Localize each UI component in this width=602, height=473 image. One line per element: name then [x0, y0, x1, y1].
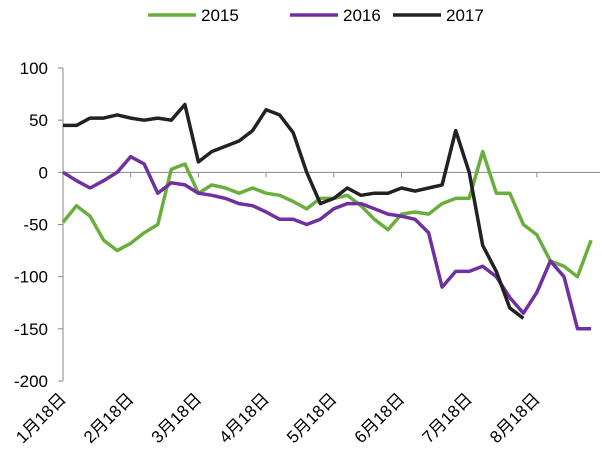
x-tick-label: 3月18日 — [148, 389, 206, 447]
legend-label: 2016 — [343, 6, 381, 25]
x-tick-label: 6月18日 — [351, 389, 409, 447]
x-tick-label: 1月18日 — [12, 389, 70, 447]
series-line — [61, 149, 593, 279]
y-tick-label: -100 — [14, 268, 48, 287]
legend-label: 2017 — [446, 6, 484, 25]
y-tick-label: -50 — [23, 216, 48, 235]
y-tick-label: 0 — [39, 163, 48, 182]
x-tick-label: 5月18日 — [283, 389, 341, 447]
x-tick-label: 2月18日 — [80, 389, 138, 447]
x-tick-label: 8月18日 — [486, 389, 544, 447]
y-tick-label: 100 — [20, 59, 48, 78]
series-line — [63, 102, 525, 320]
legend-label: 2015 — [201, 6, 239, 25]
x-tick-label: 4月18日 — [215, 389, 273, 447]
y-tick-label: -150 — [14, 320, 48, 339]
x-tick-label: 7月18日 — [418, 389, 476, 447]
series-line — [62, 154, 592, 331]
y-tick-label: 50 — [29, 111, 48, 130]
y-tick-label: -200 — [14, 372, 48, 391]
